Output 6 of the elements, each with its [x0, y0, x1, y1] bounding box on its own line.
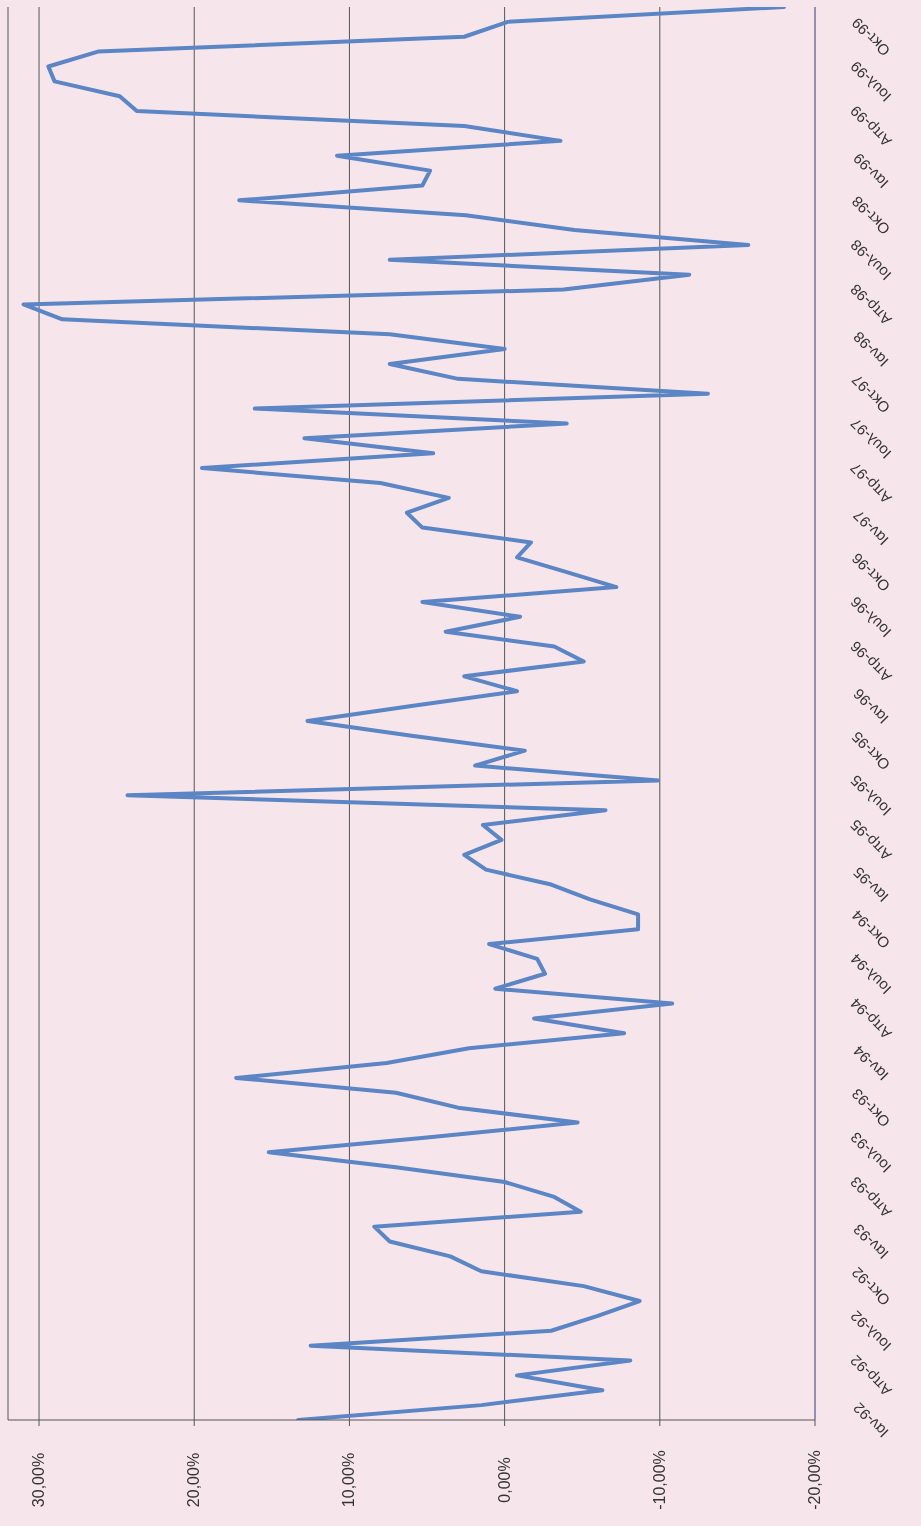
x-tick-label: -10,00% — [650, 1450, 668, 1510]
x-tick-label: 0,00% — [495, 1457, 513, 1503]
x-tick-label: 10,00% — [340, 1452, 358, 1508]
x-tick-label: -20,00% — [806, 1450, 823, 1510]
x-tick-label: 30,00% — [30, 1452, 48, 1508]
x-tick-label: 20,00% — [185, 1452, 203, 1508]
